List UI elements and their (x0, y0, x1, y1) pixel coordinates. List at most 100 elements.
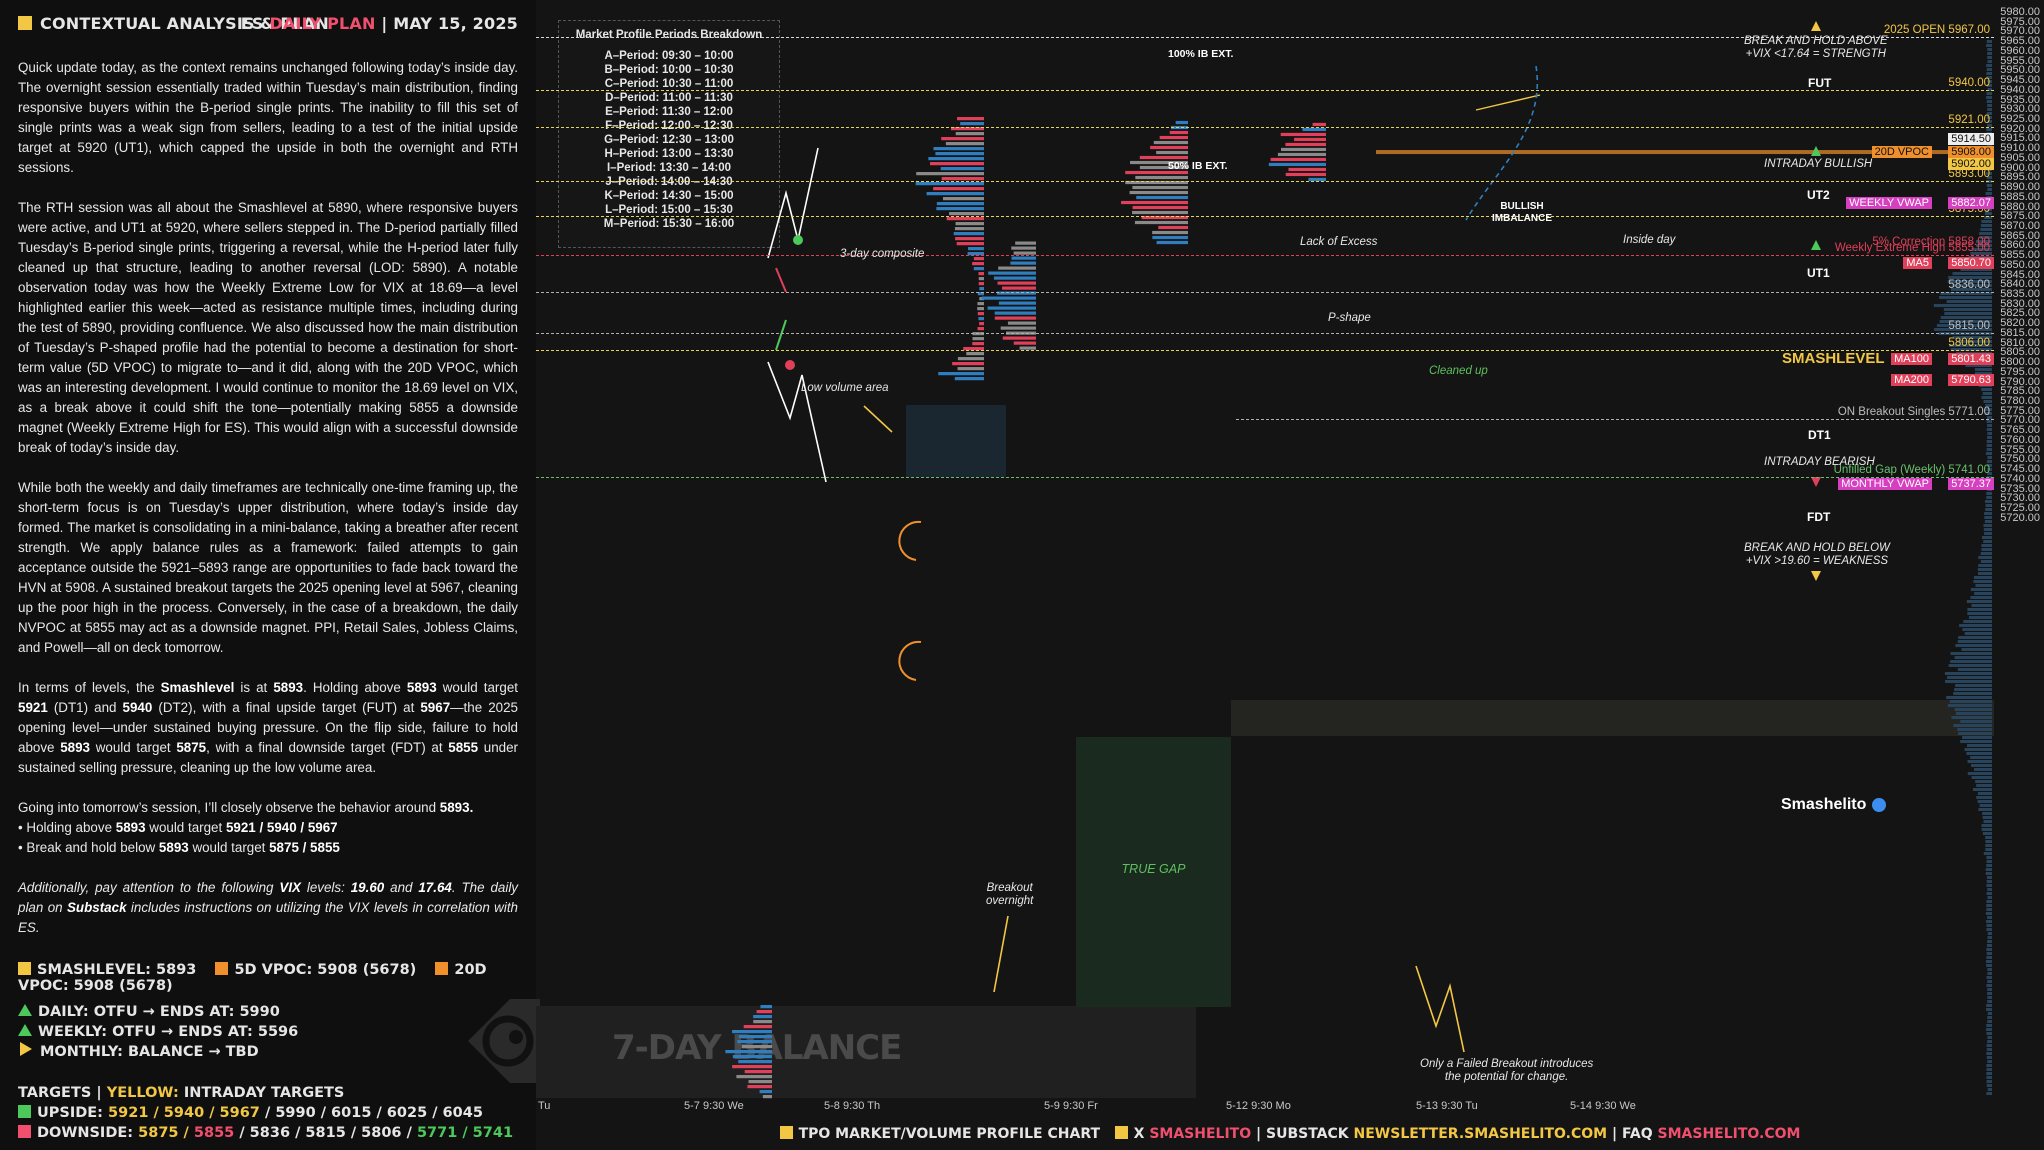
volume-profile-bar (1987, 1088, 1992, 1091)
ma5-value-tag: 5850.70 (1948, 257, 1994, 270)
volume-profile-bar (1947, 280, 1992, 283)
volume-profile-bar (1984, 500, 1992, 503)
volume-profile-bar (1986, 96, 1992, 99)
volume-profile-bar (1985, 404, 1992, 407)
bracket-icon (898, 520, 922, 561)
inside-day-profile (1270, 157, 1326, 162)
volume-profile-bar (1981, 544, 1992, 547)
day1-profile (998, 266, 1036, 270)
volume-profile-bar (1986, 1076, 1992, 1079)
volume-profile-bar (1950, 652, 1992, 655)
breakout-overnight-label: Breakout overnight (986, 882, 1034, 907)
price-tick: 5955.00 (2000, 54, 2040, 67)
low-volume-zone (906, 405, 1006, 477)
footer-x-handle[interactable]: SMASHELITO (1149, 1126, 1252, 1142)
volume-profile-bar (1987, 1012, 1992, 1015)
bottom-profile (732, 1065, 772, 1069)
volume-profile-bar (1985, 868, 1992, 871)
volume-profile-bar (1987, 1036, 1992, 1039)
volume-profile-bar (1957, 728, 1992, 731)
period-row: I–Period: 13:30 – 14:00 (606, 162, 731, 174)
plot-area[interactable]: 7-DAY BALANCE TRUE GAP Market Profile Pe… (536, 0, 1994, 1100)
vpoc-line (1376, 150, 1994, 155)
volume-profile-bar (1940, 292, 1992, 295)
volume-profile-bar (1963, 620, 1992, 623)
volume-profile-bar (1987, 932, 1992, 935)
volume-profile-bar (1979, 236, 1992, 239)
down-arrow-icon (775, 267, 787, 293)
label-5921: 5921.00 (1948, 113, 1990, 126)
time-axis[interactable]: Tu 5-7 9:30 We 5-8 9:30 Th 5-9 9:30 Fr 5-12 … (536, 1100, 1994, 1114)
composite-profile (930, 162, 984, 166)
tpo-chart[interactable]: 7-DAY BALANCE TRUE GAP Market Profile Pe… (536, 0, 2044, 1150)
day1-profile (1011, 246, 1036, 250)
volume-profile-bar (1955, 684, 1992, 687)
day2-profile (1175, 120, 1188, 125)
day1-profile (1002, 286, 1036, 290)
volume-profile-bar (1955, 712, 1992, 715)
price-tick: 5925.00 (2000, 112, 2040, 125)
volume-profile-bar (1986, 928, 1992, 931)
composite-profile (941, 177, 984, 181)
footer-site-link[interactable]: SMASHELITO.COM (1657, 1126, 1801, 1142)
day1-profile (1007, 321, 1036, 325)
inside-day-profile (1268, 162, 1326, 167)
time-tick: 5-9 9:30 Fr (1044, 1100, 1098, 1112)
volume-profile-bar (1986, 116, 1992, 119)
price-tick: 5915.00 (2000, 132, 2040, 145)
volume-profile-bar (1986, 1080, 1992, 1083)
inside-day-profile (1285, 142, 1326, 147)
volume-profile-bar (1986, 1044, 1992, 1047)
vpoc20-swatch-icon (435, 962, 449, 975)
time-tick: 5-14 9:30 We (1570, 1100, 1636, 1112)
volume-profile-bar (1966, 752, 1992, 755)
dt1-label: DT1 (1808, 428, 1831, 442)
level-5855-line (536, 255, 1994, 257)
smashlevel-text: SMASHLEVEL: 5893 (37, 962, 197, 978)
volume-profile-bar (1974, 372, 1992, 375)
volume-profile-bar (1986, 1008, 1992, 1011)
price-tick: 5735.00 (2000, 482, 2040, 495)
volume-profile-bar (1960, 740, 1992, 743)
volume-profile-bar (1981, 536, 1992, 539)
footer-newsletter-link[interactable]: NEWSLETTER.SMASHELITO.COM (1353, 1126, 1608, 1142)
label-5940: 5940.00 (1948, 76, 1990, 89)
composite-profile (978, 277, 984, 281)
level-5836-line (536, 292, 1994, 294)
price-tick: 5815.00 (2000, 326, 2040, 339)
volume-profile-bar (1986, 440, 1992, 443)
volume-profile-bar (1982, 832, 1992, 835)
day2-profile (1141, 215, 1188, 220)
volume-profile-bar (1987, 996, 1992, 999)
composite-profile (945, 142, 984, 146)
volume-profile-bar (1983, 524, 1992, 527)
composite-profile (952, 362, 984, 366)
smashlevel-value-tag: 5902.00 (1948, 157, 1994, 170)
day2-profile (1169, 130, 1188, 135)
volume-profile-bar (1949, 700, 1992, 703)
volume-profile-bar (1985, 836, 1992, 839)
price-tick: 5920.00 (2000, 122, 2040, 135)
volume-profile-bar (1964, 632, 1992, 635)
price-tick: 5885.00 (2000, 190, 2040, 203)
weekly-trend: WEEKLY: OTFU → ENDS AT: 5596 (38, 1024, 299, 1040)
cleaned-up-label: Cleaned up (1429, 365, 1488, 377)
volume-profile-bar (1978, 556, 1992, 559)
volume-profile-bar (1986, 924, 1992, 927)
volume-profile-bar (1959, 624, 1992, 627)
day2-profile (1152, 235, 1188, 240)
intraday-bearish-label: INTRADAY BEARISH (1764, 456, 1875, 468)
bullet-1: • Holding above 5893 would target 5921 /… (18, 820, 338, 835)
composite-profile (928, 157, 984, 161)
period-row: C–Period: 10:30 – 11:00 (604, 78, 734, 90)
volume-profile-bar (1947, 704, 1992, 707)
square-icon (779, 1126, 793, 1139)
composite-profile (973, 267, 984, 271)
analysis-panel: CONTEXTUAL ANALYSIS & PLAN ES DAILY PLAN… (0, 0, 540, 1150)
price-axis[interactable]: 5980.00 5975.00 5970.00 5965.00 5960.00 5955.… (1994, 0, 2044, 1100)
volume-profile-bar (1987, 56, 1992, 59)
volume-profile-bar (1984, 216, 1992, 219)
volume-profile-bar (1983, 820, 1992, 823)
down-triangle-icon (1811, 477, 1821, 487)
last-price-tag: 5914.50 (1948, 133, 1994, 146)
